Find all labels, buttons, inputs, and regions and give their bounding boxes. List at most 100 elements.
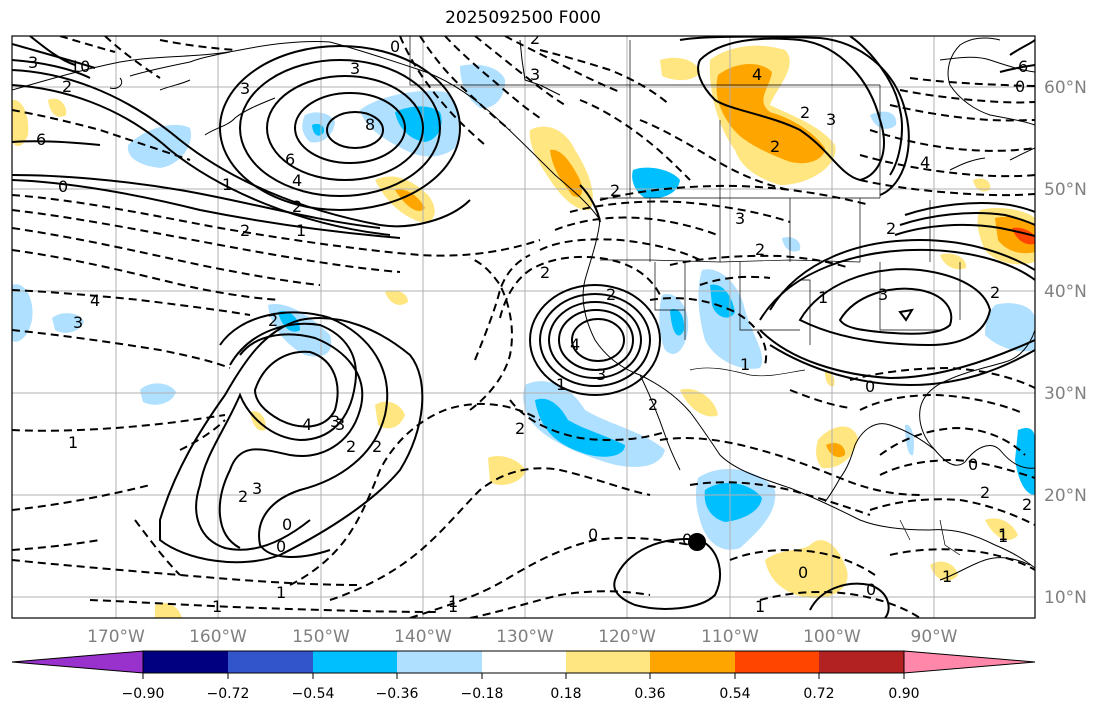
contour-label: 3: [878, 285, 888, 304]
longitude-label: 160°W: [189, 627, 247, 647]
longitude-labels: 170°W 160°W 150°W 140°W 130°W 120°W 110°…: [87, 627, 958, 647]
negative-contours: [12, 36, 1035, 618]
longitude-label: 110°W: [701, 627, 759, 647]
contour-label: 3: [252, 479, 262, 498]
contour-label: 0: [588, 525, 598, 544]
contour-label: 1: [755, 597, 765, 616]
contour-label: 3: [350, 59, 360, 78]
contour-label: 6: [1018, 57, 1028, 76]
contour-label: 2: [770, 137, 780, 156]
longitude-label: 130°W: [496, 627, 554, 647]
contour-label: 2: [372, 437, 382, 456]
colorbar: −0.90 −0.72 −0.54 −0.36 −0.18 0.18 0.36 …: [11, 650, 1036, 702]
contour-label: 2: [990, 283, 1000, 302]
colorbar-tick-label: −0.36: [376, 686, 419, 702]
colorbar-upper-extension: [903, 650, 1036, 674]
positive-anomaly-shade: [385, 290, 408, 305]
negative-anomaly-shade: [985, 303, 1035, 352]
contour-label: 0: [282, 515, 292, 534]
contour-label: 8: [365, 115, 375, 134]
negative-anomaly-shade: [704, 483, 762, 522]
contour-label: 2: [292, 197, 302, 216]
positive-anomaly-shade: [716, 64, 825, 164]
colorbar-segment: [228, 651, 313, 673]
colorbar-tick-label: −0.54: [292, 686, 335, 702]
contour-label: 2: [980, 483, 990, 502]
colorbar-ticks: [142, 673, 905, 679]
contour-label: 1: [448, 597, 458, 616]
colorbar-lower-extension: [11, 650, 144, 674]
negative-anomaly-shade: [278, 311, 300, 332]
contour-label: 0: [1015, 77, 1025, 96]
negative-anomaly-shade: [535, 398, 625, 457]
contour-label: 1: [998, 525, 1008, 544]
contour-label: 2: [530, 29, 540, 48]
longitude-label: 90°W: [911, 627, 958, 647]
contour-label: 2: [268, 311, 278, 330]
contour-label: 10: [70, 57, 90, 76]
contour-label: 3: [240, 79, 250, 98]
contour-label: 0: [276, 537, 286, 556]
longitude-label: 140°W: [394, 627, 452, 647]
contour-label: 2: [1022, 495, 1032, 514]
negative-anomaly-shade: [395, 106, 442, 142]
map-title: 2025092500 F000: [445, 8, 601, 28]
positive-anomaly-shade: [395, 189, 425, 211]
positive-anomaly-shade: [550, 149, 583, 197]
negative-anomaly-shade: [523, 381, 665, 467]
colorbar-tick-label: −0.72: [207, 686, 250, 702]
positive-contours: [12, 36, 1035, 618]
contour-label: 2: [62, 77, 72, 96]
colorbar-tick-label: 0.90: [888, 686, 919, 702]
longitude-label: 120°W: [598, 627, 656, 647]
colorbar-segment: [143, 651, 228, 673]
contour-label: 0: [865, 377, 875, 396]
positive-anomaly-shade: [940, 253, 967, 270]
contour-label: 2: [240, 221, 250, 240]
contour-label: 2: [886, 219, 896, 238]
contour-label: 3: [596, 365, 606, 384]
contour-label: 2: [755, 240, 765, 259]
contour-label: 2: [648, 395, 658, 414]
latitude-label: 30°N: [1044, 384, 1087, 404]
colorbar-tick-label: 0.54: [719, 686, 750, 702]
contour-label: 6: [36, 130, 46, 149]
contour-label: 1: [212, 597, 222, 616]
negative-anomaly-shade: [1015, 428, 1035, 495]
contour-label: 3: [530, 65, 540, 84]
colorbar-segment: [482, 651, 566, 673]
contour-label: 1: [448, 592, 458, 611]
positive-anomaly-shade: [995, 216, 1035, 254]
contour-label: 3: [73, 313, 83, 332]
contour-label: 2: [346, 437, 356, 456]
positive-anomaly-shade: [826, 443, 846, 458]
longitude-label: 150°W: [292, 627, 350, 647]
contour-label: 2: [540, 263, 550, 282]
contour-label: 1: [296, 221, 306, 240]
political-borders: [409, 36, 961, 556]
contour-label: 1: [222, 175, 232, 194]
contour-label: 2: [238, 487, 248, 506]
contour-label: 0: [58, 177, 68, 196]
negative-anomaly-shade: [52, 313, 84, 333]
colorbar-tick-label: 0.36: [634, 686, 665, 702]
colorbar-segment: [397, 651, 482, 673]
contour-label: 1: [942, 567, 952, 586]
graticule: [12, 36, 1035, 618]
contour-label: 1: [556, 375, 566, 394]
latitude-label: 20°N: [1044, 486, 1087, 506]
contour-label: 6: [285, 150, 295, 169]
storm-center-marker: [688, 533, 706, 551]
latitude-label: 50°N: [1044, 180, 1087, 200]
contour-label: 3: [28, 53, 38, 72]
positive-anomaly-shade: [985, 518, 1018, 540]
contour-label: 4: [752, 65, 762, 84]
contour-label: 1: [818, 288, 828, 307]
contour-label: 1: [68, 433, 78, 452]
negative-anomaly-shade: [782, 237, 801, 252]
colorbar-tick-label: 0.18: [550, 686, 581, 702]
contour-label: 1: [740, 355, 750, 374]
colorbar-segment: [313, 651, 397, 673]
positive-anomaly-shade: [973, 178, 991, 192]
